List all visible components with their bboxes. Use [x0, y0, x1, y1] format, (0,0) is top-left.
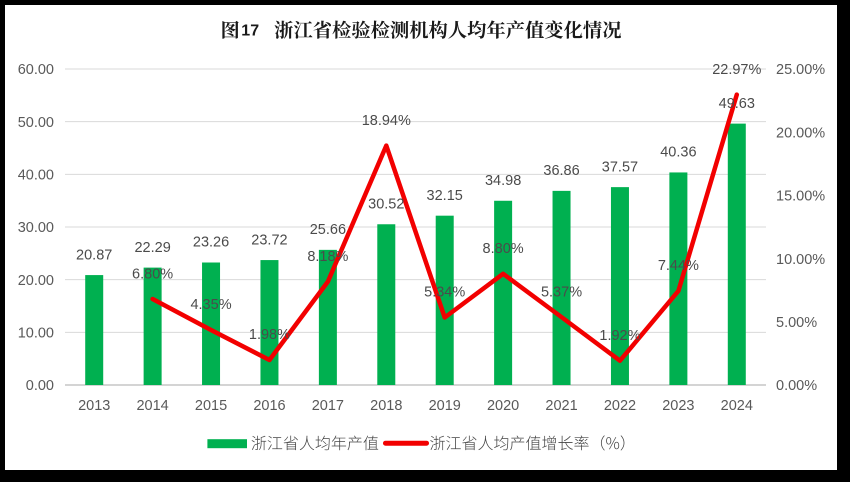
svg-text:30.52: 30.52	[368, 196, 404, 212]
svg-text:37.57: 37.57	[602, 159, 638, 175]
svg-text:20.00%: 20.00%	[776, 125, 825, 141]
svg-text:2018: 2018	[370, 398, 402, 414]
svg-text:30.00: 30.00	[18, 220, 54, 236]
svg-text:4.35%: 4.35%	[190, 297, 231, 313]
svg-text:32.15: 32.15	[427, 188, 463, 204]
svg-text:8.80%: 8.80%	[483, 241, 524, 257]
svg-text:22.29: 22.29	[134, 240, 170, 256]
svg-text:5.37%: 5.37%	[541, 284, 582, 300]
svg-text:2020: 2020	[487, 398, 519, 414]
svg-text:49.63: 49.63	[719, 96, 755, 112]
svg-text:15.00%: 15.00%	[776, 189, 825, 205]
svg-text:6.80%: 6.80%	[132, 266, 173, 282]
svg-text:2024: 2024	[721, 398, 753, 414]
svg-text:10.00%: 10.00%	[776, 252, 825, 268]
svg-text:0.00%: 0.00%	[776, 378, 817, 394]
svg-text:40.36: 40.36	[660, 145, 696, 161]
svg-text:50.00: 50.00	[18, 115, 54, 131]
svg-text:2017: 2017	[312, 398, 344, 414]
svg-text:2022: 2022	[604, 398, 636, 414]
svg-text:8.18%: 8.18%	[307, 249, 348, 265]
svg-text:2016: 2016	[253, 398, 285, 414]
svg-text:10.00: 10.00	[18, 326, 54, 342]
svg-text:1.92%: 1.92%	[599, 328, 640, 344]
svg-text:23.26: 23.26	[193, 235, 229, 251]
svg-text:2023: 2023	[662, 398, 694, 414]
svg-text:18.94%: 18.94%	[362, 113, 411, 129]
svg-text:2013: 2013	[78, 398, 110, 414]
svg-text:2014: 2014	[136, 398, 168, 414]
svg-text:20.87: 20.87	[76, 247, 112, 263]
svg-text:2015: 2015	[195, 398, 227, 414]
svg-text:34.98: 34.98	[485, 173, 521, 189]
svg-text:20.00: 20.00	[18, 273, 54, 289]
svg-text:23.72: 23.72	[251, 232, 287, 248]
svg-text:2021: 2021	[545, 398, 577, 414]
svg-text:5.00%: 5.00%	[776, 315, 817, 331]
svg-text:22.97%: 22.97%	[712, 62, 761, 78]
svg-text:1.98%: 1.98%	[249, 327, 290, 343]
svg-text:2019: 2019	[429, 398, 461, 414]
svg-text:0.00: 0.00	[26, 378, 54, 394]
svg-text:60.00: 60.00	[18, 62, 54, 78]
svg-text:25.00%: 25.00%	[776, 62, 825, 78]
svg-text:7.44%: 7.44%	[658, 258, 699, 274]
svg-text:25.66: 25.66	[310, 222, 346, 238]
svg-text:17: 17	[241, 23, 259, 40]
svg-text:5.34%: 5.34%	[424, 285, 465, 301]
svg-text:40.00: 40.00	[18, 168, 54, 184]
svg-text:36.86: 36.86	[543, 163, 579, 179]
